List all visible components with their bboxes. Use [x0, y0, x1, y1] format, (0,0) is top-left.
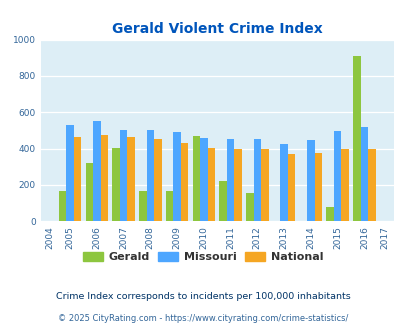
Bar: [360, 127, 367, 221]
Bar: [326, 207, 333, 221]
Bar: [192, 136, 200, 221]
Bar: [219, 181, 226, 221]
Bar: [74, 137, 81, 221]
Bar: [173, 132, 180, 221]
Bar: [119, 130, 127, 221]
Bar: [287, 154, 294, 221]
Bar: [280, 144, 287, 221]
Bar: [127, 137, 134, 221]
Bar: [207, 148, 215, 221]
Text: © 2025 CityRating.com - https://www.cityrating.com/crime-statistics/: © 2025 CityRating.com - https://www.city…: [58, 314, 347, 323]
Bar: [352, 56, 360, 221]
Bar: [139, 191, 146, 221]
Bar: [153, 139, 161, 221]
Text: Crime Index corresponds to incidents per 100,000 inhabitants: Crime Index corresponds to incidents per…: [55, 292, 350, 301]
Bar: [253, 139, 260, 221]
Bar: [146, 130, 153, 221]
Bar: [245, 193, 253, 221]
Bar: [180, 143, 188, 221]
Bar: [226, 139, 234, 221]
Bar: [341, 149, 348, 221]
Bar: [306, 140, 314, 221]
Bar: [200, 138, 207, 221]
Title: Gerald Violent Crime Index: Gerald Violent Crime Index: [111, 22, 322, 36]
Bar: [66, 125, 74, 221]
Bar: [165, 191, 173, 221]
Bar: [314, 153, 321, 221]
Bar: [85, 163, 93, 221]
Bar: [100, 135, 108, 221]
Bar: [59, 191, 66, 221]
Bar: [333, 131, 341, 221]
Bar: [234, 149, 241, 221]
Bar: [260, 149, 268, 221]
Bar: [93, 121, 100, 221]
Legend: Gerald, Missouri, National: Gerald, Missouri, National: [78, 248, 327, 267]
Bar: [112, 148, 119, 221]
Bar: [367, 148, 375, 221]
